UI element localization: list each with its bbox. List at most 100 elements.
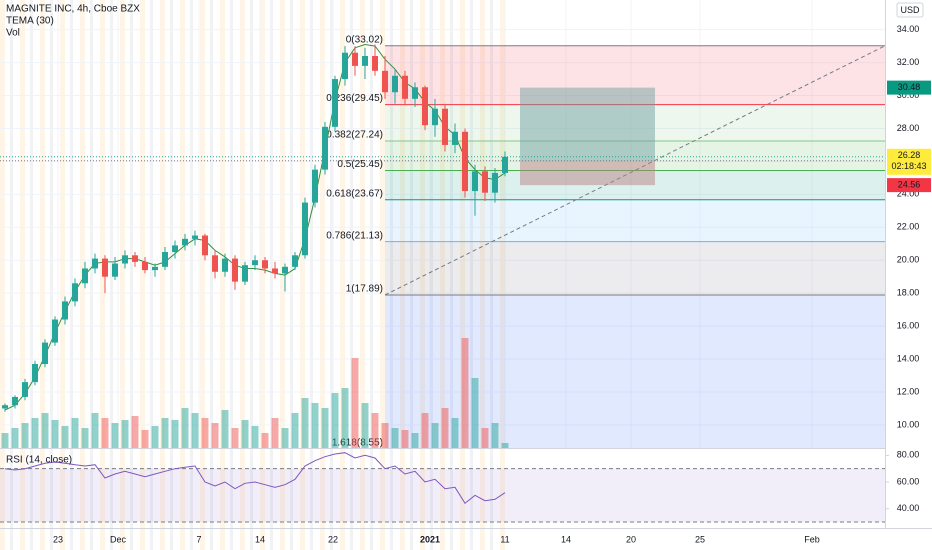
fib-label: 0.236(29.45) [326, 93, 383, 104]
volume-bar [51, 420, 59, 448]
candle-body [112, 263, 118, 277]
volume-bar [401, 430, 409, 448]
candle-body [2, 405, 8, 409]
volume-bar [421, 413, 429, 448]
candle-body [102, 258, 108, 277]
position-overlay [520, 87, 655, 186]
candle-body [392, 75, 398, 93]
indicator-name: TEMA (30) [6, 16, 54, 27]
candle-body [172, 245, 178, 252]
volume-bar [261, 433, 269, 448]
volume-bar [341, 388, 349, 448]
candle-body [492, 172, 498, 193]
x-tick-label: 14 [561, 534, 571, 544]
rsi-tick-label: 40.00 [897, 503, 920, 513]
volume-bar [251, 426, 259, 448]
fib-band [385, 45, 885, 105]
volume-bar [491, 423, 499, 448]
volume-bar [131, 416, 139, 448]
x-tick-label: 22 [328, 534, 338, 544]
y-tick-label: 14.00 [897, 353, 920, 363]
candle-body [72, 283, 78, 302]
candle-body [162, 252, 168, 267]
candle-body [422, 87, 428, 126]
stop-badge [887, 178, 931, 193]
rsi-tick-label: 60.00 [897, 476, 920, 486]
candle-body [252, 260, 258, 266]
x-tick-label: 20 [626, 534, 636, 544]
candle-body [192, 235, 198, 239]
y-tick-label: 34.00 [897, 24, 920, 34]
volume-bar [351, 358, 359, 448]
y-tick-label: 16.00 [897, 320, 920, 330]
volume-bar [101, 418, 109, 448]
volume-bar [391, 428, 399, 448]
candle-body [52, 319, 58, 343]
x-tick-label: Dec [110, 534, 127, 544]
volume-bar [221, 410, 229, 448]
y-tick-label: 32.00 [897, 57, 920, 67]
y-tick-label: 12.00 [897, 386, 920, 396]
fib-band [385, 140, 885, 171]
y-tick-label: 20.00 [897, 255, 920, 265]
countdown: 02:18:43 [891, 161, 926, 171]
target-badge [887, 80, 931, 95]
volume-bar [461, 338, 469, 448]
fib-label: 0.382(27.24) [326, 130, 383, 141]
rsi-line [4, 452, 506, 505]
candle-body [442, 108, 448, 145]
currency-badge[interactable] [896, 2, 924, 18]
volume-bar [11, 428, 19, 448]
x-tick-label: 2021 [420, 534, 440, 544]
candle-body [222, 258, 228, 272]
y-tick-label: 28.00 [897, 123, 920, 133]
fib-trend-line [384, 45, 885, 296]
fib-band [385, 241, 885, 295]
volume-bar [321, 408, 329, 448]
y-tick-label: 18.00 [897, 288, 920, 298]
volume-bar [71, 418, 79, 448]
volume-bar [211, 423, 219, 448]
candle-body [462, 131, 468, 192]
position-loss [520, 160, 655, 186]
candle-body [372, 56, 378, 71]
x-tick-label: 25 [695, 534, 705, 544]
candle-body [312, 169, 318, 203]
candle-body [22, 382, 28, 397]
candle-body [182, 238, 188, 246]
volume-bar [31, 418, 39, 448]
volume-bar [481, 428, 489, 448]
volume-bar [371, 413, 379, 448]
candle-body [122, 255, 128, 264]
fib-label: 0.618(23.67) [326, 188, 383, 199]
volume-bar [381, 423, 389, 448]
fib-label: 0.5(25.45) [337, 159, 383, 170]
last-price-label: 26.28 [898, 150, 921, 160]
fib-label: 1(17.89) [346, 284, 383, 295]
fib-band [385, 199, 885, 242]
candle-body [432, 108, 438, 126]
candle-body [302, 202, 308, 256]
y-tick-label: 30.00 [897, 90, 920, 100]
fib-band [385, 170, 885, 200]
candle-body [92, 258, 98, 269]
candle-body [342, 52, 348, 80]
rsi-pane [0, 452, 889, 523]
axes: 10.00 12.00 14.00 16.00 18.00 20.00 22.00 24.00… [53, 24, 931, 544]
volume-bar [501, 443, 509, 448]
position-profit [520, 87, 655, 161]
volume-bar [281, 428, 289, 448]
volume-bar [141, 430, 149, 448]
candle-body [502, 156, 508, 173]
candle-body [362, 56, 368, 66]
volume-bar [361, 403, 369, 448]
candle-body [142, 261, 148, 271]
last-price-badge [887, 148, 931, 175]
volume-bar [441, 408, 449, 448]
volume-bar [171, 420, 179, 448]
candle-body [232, 258, 238, 282]
candle-body [212, 255, 218, 272]
chart-title: MAGNITE INC, 4h, Cboe BZX [6, 4, 140, 15]
candle-body [412, 87, 418, 99]
